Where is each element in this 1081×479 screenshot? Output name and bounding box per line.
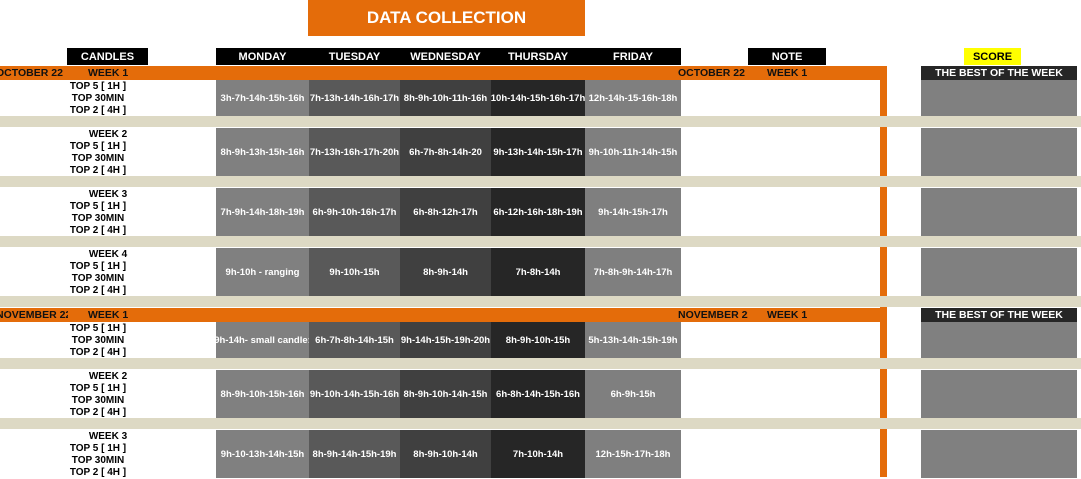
score-cell[interactable] <box>921 80 1077 116</box>
row-label: TOP 2 [ 4H ] <box>69 225 127 236</box>
day-cell[interactable]: 3h-7h-14h-15h-16h <box>216 80 309 116</box>
month-label: NOVEMBER 22 <box>0 309 68 321</box>
page-title: DATA COLLECTION <box>308 0 585 36</box>
week-label: WEEK 3 <box>88 189 128 200</box>
day-cell[interactable]: 9h-10h-15h <box>309 248 400 296</box>
day-cell[interactable]: 6h-9h-15h <box>585 370 681 418</box>
day-cell[interactable]: 8h-9h-10h-14h-15h <box>400 370 491 418</box>
day-cell[interactable]: 8h-9h-14h <box>400 248 491 296</box>
day-cell[interactable]: 7h-8h-9h-14h-17h <box>585 248 681 296</box>
row-label: TOP 30MIN <box>71 273 125 284</box>
day-cell[interactable]: 8h-9h-10h-15h-16h <box>216 370 309 418</box>
day-cell[interactable]: 8h-9h-10h-11h-16h <box>400 80 491 116</box>
month-label: OCTOBER 22 <box>0 67 63 79</box>
score-cell[interactable] <box>921 322 1077 358</box>
row-label: TOP 2 [ 4H ] <box>69 105 127 116</box>
day-cell[interactable]: 7h-9h-14h-18h-19h <box>216 188 309 236</box>
best-of-week-label: THE BEST OF THE WEEK <box>921 308 1077 322</box>
score-cell[interactable] <box>921 188 1077 236</box>
week-separator <box>0 176 1081 187</box>
row-label: TOP 5 [ 1H ] <box>69 141 127 152</box>
header-wednesday: WEDNESDAY <box>400 48 491 65</box>
row-label: TOP 2 [ 4H ] <box>69 165 127 176</box>
row-label: TOP 30MIN <box>71 153 125 164</box>
week-label: WEEK 3 <box>88 431 128 442</box>
week-label-note: WEEK 1 <box>767 309 808 321</box>
score-cell[interactable] <box>921 248 1077 296</box>
row-label: TOP 5 [ 1H ] <box>69 443 127 454</box>
month-label-note: OCTOBER 22 <box>678 67 745 79</box>
day-cell[interactable]: 8h-9h-13h-15h-16h <box>216 128 309 176</box>
day-cell[interactable]: 7h-13h-14h-16h-17h <box>309 80 400 116</box>
score-cell[interactable] <box>921 128 1077 176</box>
day-cell[interactable]: 8h-9h-10h-15h <box>491 322 585 358</box>
row-label: TOP 2 [ 4H ] <box>69 407 127 418</box>
day-cell[interactable]: 9h-10-13h-14h-15h <box>216 430 309 478</box>
week-label-note: WEEK 1 <box>767 67 808 79</box>
day-cell[interactable]: 7h-8h-14h <box>491 248 585 296</box>
week-separator <box>0 418 1081 429</box>
month-band <box>0 66 887 80</box>
week-separator <box>0 358 1081 369</box>
week-separator <box>0 236 1081 247</box>
day-cell[interactable]: 8h-9h-10h-14h <box>400 430 491 478</box>
header-candles: CANDLES <box>67 48 148 65</box>
orange-divider <box>880 66 887 477</box>
month-label-note: NOVEMBER 22 <box>678 309 748 321</box>
day-cell[interactable]: 7h-13h-16h-17h-20h <box>309 128 400 176</box>
header-note: NOTE <box>748 48 826 65</box>
day-cell[interactable]: 7h-10h-14h <box>491 430 585 478</box>
row-label: TOP 2 [ 4H ] <box>69 467 127 478</box>
day-cell[interactable]: 6h-9h-10h-16h-17h <box>309 188 400 236</box>
day-cell[interactable]: 9h-10h - ranging <box>216 248 309 296</box>
row-label: TOP 2 [ 4H ] <box>69 347 127 358</box>
week-label: WEEK 4 <box>88 249 128 260</box>
day-cell[interactable]: 6h-8h-12h-17h <box>400 188 491 236</box>
row-label: TOP 5 [ 1H ] <box>69 323 127 334</box>
header-monday: MONDAY <box>216 48 309 65</box>
row-label: TOP 5 [ 1H ] <box>69 201 127 212</box>
best-of-week-label: THE BEST OF THE WEEK <box>921 66 1077 80</box>
day-cell[interactable]: 6h-8h-14h-15h-16h <box>491 370 585 418</box>
day-cell[interactable]: 9h-10h-11h-14h-15h <box>585 128 681 176</box>
row-label: TOP 30MIN <box>71 93 125 104</box>
week-label: WEEK 1 <box>88 67 129 79</box>
day-cell[interactable]: 6h-12h-16h-18h-19h <box>491 188 585 236</box>
day-cell[interactable]: 5h-13h-14h-15h-19h <box>585 322 681 358</box>
score-cell[interactable] <box>921 430 1077 478</box>
day-cell[interactable]: 12h-14h-15-16h-18h <box>585 80 681 116</box>
day-cell[interactable]: 10h-14h-15h-16h-17h <box>491 80 585 116</box>
row-label: TOP 5 [ 1H ] <box>69 383 127 394</box>
day-cell[interactable]: 6h-7h-8h-14h-15h <box>309 322 400 358</box>
row-label: TOP 30MIN <box>71 335 125 346</box>
week-separator <box>0 296 1081 307</box>
row-label: TOP 30MIN <box>71 395 125 406</box>
day-cell[interactable]: 9h-14h- small candle: <box>216 322 309 358</box>
row-label: TOP 30MIN <box>71 213 125 224</box>
month-band <box>0 308 887 322</box>
header-tuesday: TUESDAY <box>309 48 400 65</box>
day-cell[interactable]: 9h-14h-15h-19h-20h <box>400 322 491 358</box>
day-cell[interactable]: 9h-13h-14h-15h-17h <box>491 128 585 176</box>
day-cell[interactable]: 12h-15h-17h-18h <box>585 430 681 478</box>
score-cell[interactable] <box>921 370 1077 418</box>
row-label: TOP 5 [ 1H ] <box>69 81 127 92</box>
week-label: WEEK 2 <box>88 371 128 382</box>
week-label: WEEK 2 <box>88 129 128 140</box>
week-label: WEEK 1 <box>88 309 129 321</box>
row-label: TOP 2 [ 4H ] <box>69 285 127 296</box>
header-score: SCORE <box>964 48 1021 65</box>
week-separator <box>0 116 1081 127</box>
day-cell[interactable]: 8h-9h-14h-15h-19h <box>309 430 400 478</box>
day-cell[interactable]: 6h-7h-8h-14h-20 <box>400 128 491 176</box>
row-label: TOP 30MIN <box>71 455 125 466</box>
day-cell[interactable]: 9h-14h-15h-17h <box>585 188 681 236</box>
header-friday: FRIDAY <box>585 48 681 65</box>
row-label: TOP 5 [ 1H ] <box>69 261 127 272</box>
day-cell[interactable]: 9h-10h-14h-15h-16h <box>309 370 400 418</box>
header-thursday: THURSDAY <box>491 48 585 65</box>
